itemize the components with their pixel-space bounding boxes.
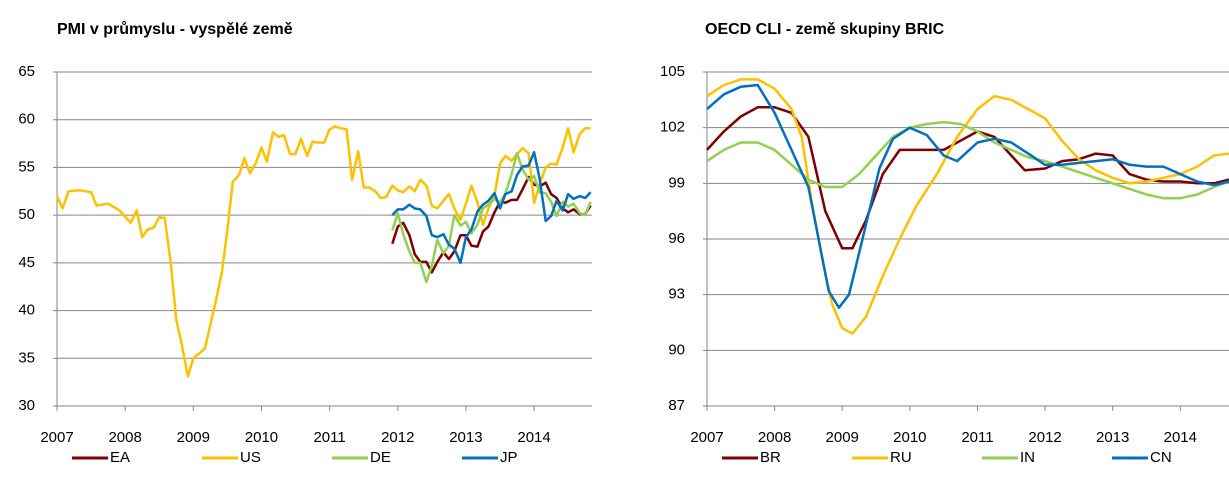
series-line [706, 83, 1229, 309]
x-tick-label: 2011 [961, 429, 993, 446]
y-tick-label: 99 [668, 174, 685, 191]
y-tick-label: 65 [18, 63, 35, 80]
series-line [391, 175, 592, 274]
x-tick-label: 2008 [758, 429, 791, 446]
chart: OECD CLI - země skupiny BRIC 87 90 93 96 99 10… [660, 21, 1229, 466]
legend-label: IN [1020, 449, 1035, 466]
series-line [706, 120, 1229, 200]
y-tick-label: 87 [668, 397, 685, 414]
x-tick-label: 2013 [1096, 429, 1129, 446]
y-tick-label: 35 [18, 349, 35, 366]
y-tick-label: 90 [668, 341, 685, 358]
x-tick-label: 2007 [690, 429, 723, 446]
y-tick-label: 96 [668, 230, 685, 247]
legend-label: CN [1150, 449, 1172, 466]
x-tick-label: 2012 [381, 429, 414, 446]
x-tick-label: 2009 [826, 429, 859, 446]
y-tick-label: 45 [18, 254, 35, 271]
y-tick-label: 55 [18, 158, 35, 175]
x-tick-label: 2012 [1028, 429, 1061, 446]
chart: PMI v průmyslu - vyspělé země 30 35 40 45 50 5… [18, 21, 592, 466]
chart-title: OECD CLI - země skupiny BRIC [705, 21, 945, 38]
x-tick-label: 2014 [1164, 429, 1197, 446]
x-tick-label: 2014 [517, 429, 550, 446]
x-tick-label: 2010 [893, 429, 926, 446]
y-tick-label: 105 [660, 63, 685, 80]
chart-title: PMI v průmyslu - vyspělé země [57, 21, 293, 38]
series-line [706, 78, 1229, 335]
x-tick-label: 2009 [177, 429, 210, 446]
x-tick-label: 2010 [245, 429, 278, 446]
legend-label: DE [370, 449, 391, 466]
series-line [391, 151, 592, 284]
x-tick-label: 2008 [108, 429, 141, 446]
series-line [391, 150, 592, 265]
legend-label: RU [890, 449, 912, 466]
legend-label: US [240, 449, 261, 466]
x-tick-label: 2011 [313, 429, 345, 446]
y-tick-label: 93 [668, 286, 685, 303]
y-tick-label: 60 [18, 111, 35, 128]
x-tick-label: 2013 [449, 429, 482, 446]
legend-label: EA [110, 449, 130, 466]
legend-label: BR [760, 449, 781, 466]
series-line [55, 125, 591, 378]
y-tick-label: 30 [18, 397, 35, 414]
y-tick-label: 102 [660, 119, 685, 136]
y-tick-label: 40 [18, 302, 35, 319]
y-tick-label: 50 [18, 206, 35, 223]
legend-label: JP [500, 449, 518, 466]
x-tick-label: 2007 [40, 429, 73, 446]
